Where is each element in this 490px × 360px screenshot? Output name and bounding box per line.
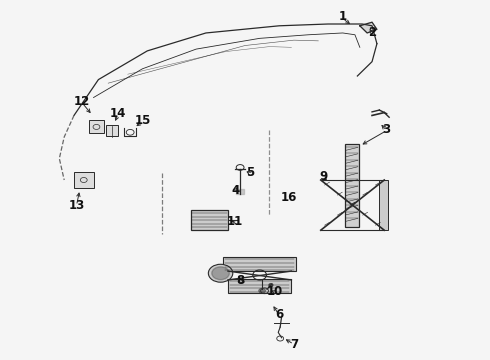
Text: 13: 13 — [68, 199, 85, 212]
Text: 6: 6 — [275, 308, 283, 321]
Bar — [228, 279, 292, 293]
Text: 1: 1 — [339, 10, 347, 23]
Text: 9: 9 — [319, 170, 327, 183]
Text: 8: 8 — [236, 274, 244, 287]
Text: 15: 15 — [134, 114, 150, 127]
Circle shape — [259, 288, 266, 293]
Bar — [223, 257, 296, 271]
Text: 7: 7 — [290, 338, 298, 351]
Text: 3: 3 — [383, 123, 391, 136]
Bar — [89, 120, 104, 134]
Text: 12: 12 — [73, 95, 90, 108]
Text: 11: 11 — [227, 215, 244, 228]
Circle shape — [212, 267, 229, 280]
Bar — [345, 144, 359, 226]
Polygon shape — [360, 22, 377, 33]
Text: 2: 2 — [368, 27, 376, 40]
Text: 5: 5 — [246, 166, 254, 179]
Circle shape — [269, 284, 273, 287]
Bar — [379, 180, 388, 230]
Circle shape — [208, 264, 233, 282]
Text: 14: 14 — [110, 107, 126, 120]
Bar — [74, 172, 94, 188]
Text: 4: 4 — [231, 184, 239, 197]
Bar — [106, 125, 118, 136]
Polygon shape — [236, 189, 244, 194]
Bar — [191, 211, 228, 230]
Text: 10: 10 — [266, 285, 282, 298]
Text: 16: 16 — [281, 192, 297, 204]
